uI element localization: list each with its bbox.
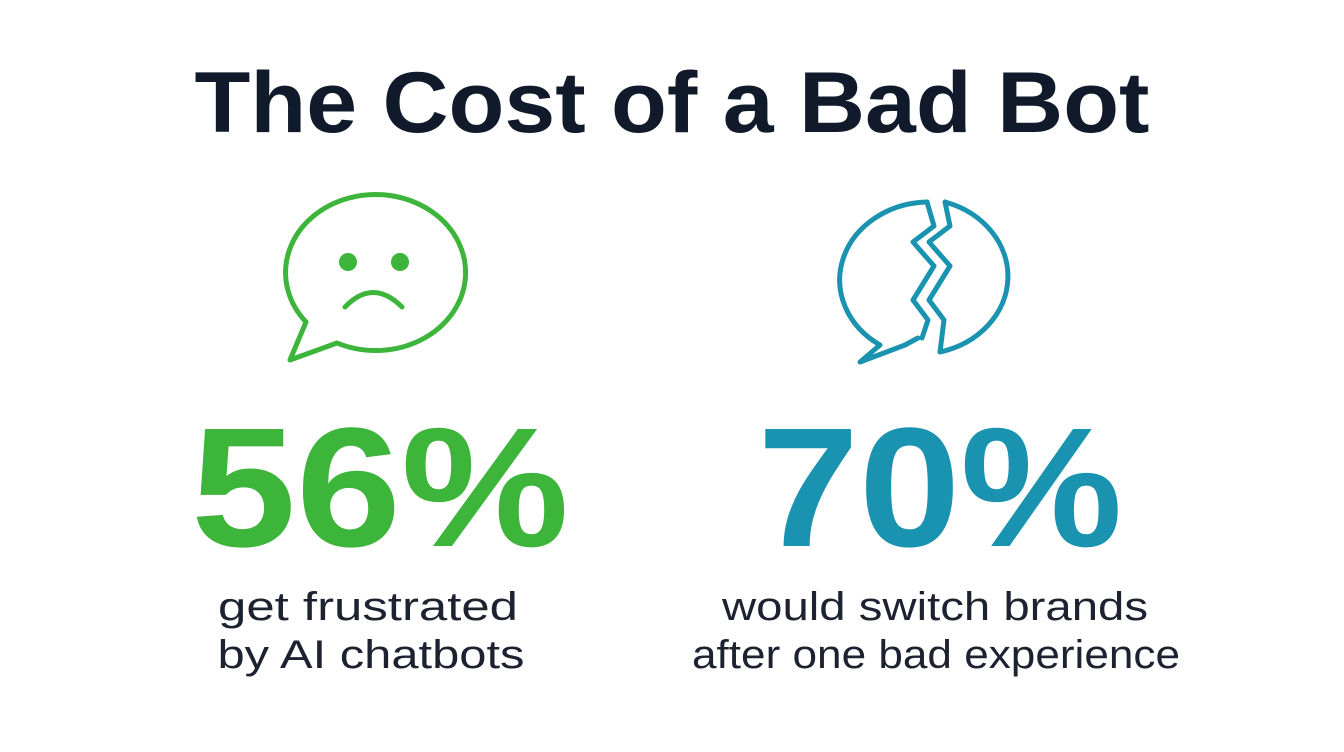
broken-bubble-icon	[837, 199, 1011, 365]
stat-caption: by AI chatbots	[218, 633, 525, 677]
title: The Cost of a Bad Bot	[195, 55, 1150, 151]
sad-bubble-icon	[283, 192, 469, 363]
stat-caption: would switch brands	[721, 585, 1148, 629]
stat-figure: 70%	[758, 393, 1123, 583]
stat-caption: get frustrated	[218, 585, 518, 629]
stat-caption: after one bad experience	[692, 633, 1180, 677]
stat-figure: 56%	[191, 393, 569, 583]
